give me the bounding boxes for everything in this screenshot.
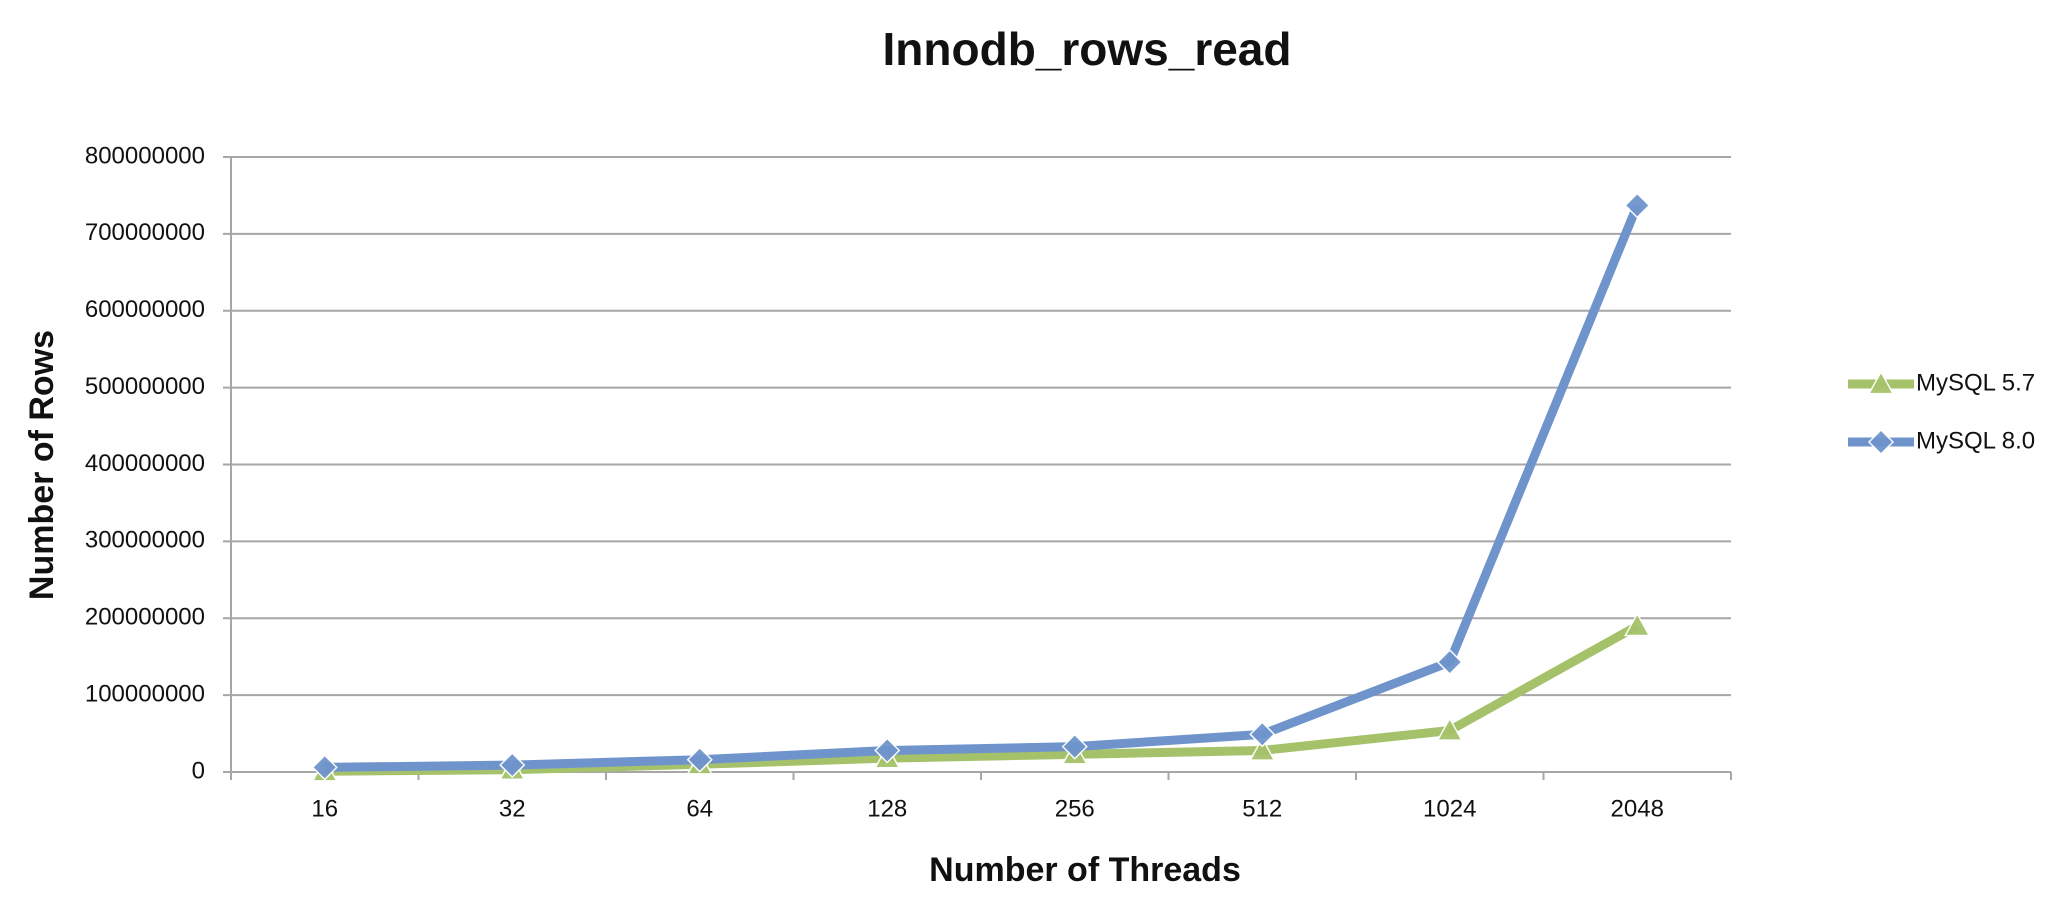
y-tick-label: 800000000	[85, 142, 205, 169]
y-tick-label: 0	[192, 757, 205, 784]
y-tick-label: 300000000	[85, 527, 205, 554]
marker	[874, 737, 901, 764]
marker	[1436, 649, 1463, 676]
x-tick-label: 64	[686, 795, 713, 822]
legend-label: MySQL 8.0	[1916, 427, 2035, 454]
x-tick-label: 2048	[1611, 795, 1664, 822]
marker	[499, 752, 526, 779]
x-tick-label: 16	[311, 795, 338, 822]
x-tick-label: 512	[1242, 795, 1282, 822]
y-tick-label: 200000000	[85, 604, 205, 631]
x-tick-label: 1024	[1423, 795, 1476, 822]
x-tick-label: 256	[1055, 795, 1095, 822]
marker	[311, 754, 338, 781]
x-axis-title: Number of Threads	[929, 851, 1241, 889]
marker	[1624, 192, 1651, 219]
marker	[1436, 716, 1464, 741]
marker	[1623, 612, 1651, 637]
y-axis-title: Number of Rows	[23, 330, 61, 600]
marker	[1061, 733, 1088, 760]
marker	[1867, 428, 1895, 456]
chart-title: Innodb_rows_read	[883, 23, 1292, 75]
series-line	[324, 622, 1640, 776]
x-tick-label: 32	[499, 795, 526, 822]
y-tick-label: 100000000	[85, 680, 205, 707]
x-tick-label: 128	[867, 795, 907, 822]
y-tick-label: 400000000	[85, 450, 205, 477]
marker	[686, 746, 713, 773]
marker	[1248, 736, 1276, 761]
y-tick-label: 500000000	[85, 373, 205, 400]
y-tick-label: 700000000	[85, 219, 205, 246]
series-line	[324, 203, 1642, 772]
legend-label: MySQL 5.7	[1916, 369, 2035, 396]
marker	[1867, 370, 1895, 395]
marker	[1249, 721, 1276, 748]
y-tick-label: 600000000	[85, 296, 205, 323]
